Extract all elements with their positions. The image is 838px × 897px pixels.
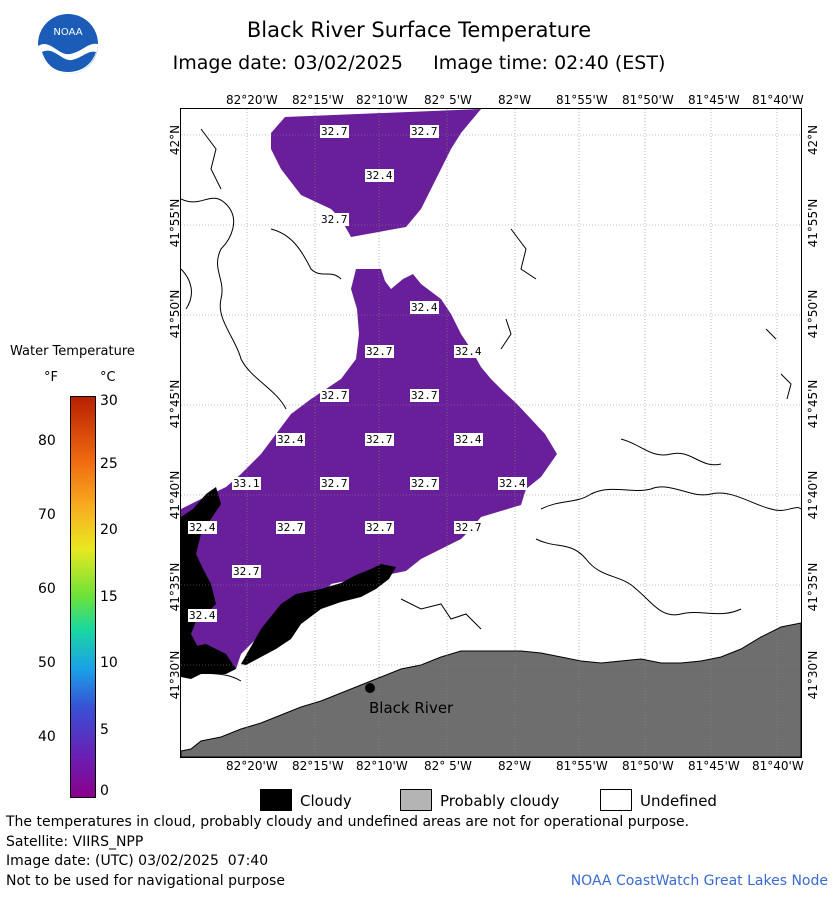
lon-label: 82° 5'W (424, 93, 472, 107)
temp-label: 32.7 (320, 213, 349, 226)
c-tick: 0 (100, 783, 109, 799)
lat-label: 41°55'N (806, 198, 820, 248)
cloudy-label: Cloudy (300, 792, 352, 810)
c-tick: 5 (100, 722, 109, 738)
temp-label: 32.7 (410, 389, 439, 402)
temp-label: 32.7 (320, 477, 349, 490)
lon-label: 82°20'W (226, 93, 278, 107)
satellite-text: Satellite: VIIRS_NPP (6, 834, 144, 850)
unit-fahrenheit: °F (44, 370, 58, 385)
f-tick: 70 (38, 507, 56, 523)
f-tick: 80 (38, 433, 56, 449)
lon-label: 81°50'W (622, 759, 674, 773)
temp-label: 32.7 (410, 477, 439, 490)
c-tick: 10 (100, 655, 118, 671)
probably-cloudy-swatch (400, 789, 432, 811)
lon-label: 81°40'W (752, 759, 804, 773)
lon-label: 81°55'W (556, 759, 608, 773)
image-date: Image date: 03/02/2025 (172, 52, 403, 74)
f-tick: 60 (38, 581, 56, 597)
temp-label: 33.1 (232, 477, 261, 490)
temp-label: 32.4 (410, 301, 439, 314)
temp-label: 32.4 (498, 477, 527, 490)
lon-label: 82°15'W (292, 93, 344, 107)
temp-label: 32.7 (365, 433, 394, 446)
disclaimer-text: The temperatures in cloud, probably clou… (6, 814, 690, 830)
page-title: Black River Surface Temperature (246, 18, 592, 42)
lon-label: 81°45'W (688, 759, 740, 773)
temp-label: 32.4 (188, 609, 217, 622)
temp-label: 32.7 (320, 125, 349, 138)
lat-label: 41°45'N (806, 379, 820, 429)
lon-label: 82°W (498, 93, 532, 107)
map-svg (180, 109, 802, 758)
noaa-logo: NOAA (36, 12, 100, 76)
temp-label: 32.7 (410, 125, 439, 138)
lat-lon-grid (181, 109, 801, 757)
lon-label: 82°20'W (226, 759, 278, 773)
image-subtitle: Image date: 03/02/2025 Image time: 02:40… (0, 52, 838, 74)
temp-label: 32.7 (365, 345, 394, 358)
water-temperature-area (181, 109, 557, 679)
black-river-marker (365, 683, 375, 693)
temperature-map: Black River 32.7 32.7 32.4 32.7 32.4 32.… (180, 108, 802, 758)
image-time: Image time: 02:40 (EST) (433, 52, 666, 74)
c-tick: 25 (100, 456, 118, 472)
logo-text: NOAA (53, 27, 82, 38)
temp-label: 32.7 (276, 521, 305, 534)
lon-label: 81°45'W (688, 93, 740, 107)
temp-label: 32.4 (454, 433, 483, 446)
lat-label: 42°N (806, 124, 820, 156)
lon-label: 82°10'W (356, 759, 408, 773)
place-label: Black River (369, 699, 454, 717)
f-tick: 40 (38, 729, 56, 745)
c-tick: 30 (100, 393, 118, 409)
credit-text: NOAA CoastWatch Great Lakes Node (570, 873, 828, 889)
lon-label: 81°50'W (622, 93, 674, 107)
cloudy-swatch (260, 789, 292, 811)
temp-label: 32.4 (365, 169, 394, 182)
temp-label: 32.4 (454, 345, 483, 358)
land-area (180, 622, 802, 758)
lat-label: 41°50'N (806, 289, 820, 339)
temp-label: 32.4 (276, 433, 305, 446)
unit-celsius: °C (100, 370, 116, 385)
temp-label: 32.7 (365, 521, 394, 534)
temp-label: 32.4 (188, 521, 217, 534)
lon-label: 82°10'W (356, 93, 408, 107)
utc-date-text: Image date: (UTC) 03/02/2025 07:40 (6, 853, 269, 869)
undefined-swatch (600, 789, 632, 811)
temperature-colorbar (70, 396, 96, 798)
navigation-warning: Not to be used for navigational purpose (6, 873, 285, 889)
lon-label: 81°55'W (556, 93, 608, 107)
c-tick: 15 (100, 589, 118, 605)
lon-label: 81°40'W (752, 93, 804, 107)
lon-label: 82° 5'W (424, 759, 472, 773)
lon-label: 82°W (498, 759, 532, 773)
temp-label: 32.7 (232, 565, 261, 578)
lat-label: 41°30'N (806, 650, 820, 700)
lon-label: 82°15'W (292, 759, 344, 773)
temp-label: 32.7 (454, 521, 483, 534)
undefined-contours (180, 128, 802, 682)
probably-cloudy-label: Probably cloudy (440, 792, 560, 810)
temp-label: 32.7 (320, 389, 349, 402)
lat-label: 41°40'N (806, 470, 820, 520)
lat-label: 41°35'N (806, 562, 820, 612)
undefined-label: Undefined (640, 792, 717, 810)
colorbar-title: Water Temperature (10, 344, 135, 359)
f-tick: 50 (38, 655, 56, 671)
c-tick: 20 (100, 522, 118, 538)
